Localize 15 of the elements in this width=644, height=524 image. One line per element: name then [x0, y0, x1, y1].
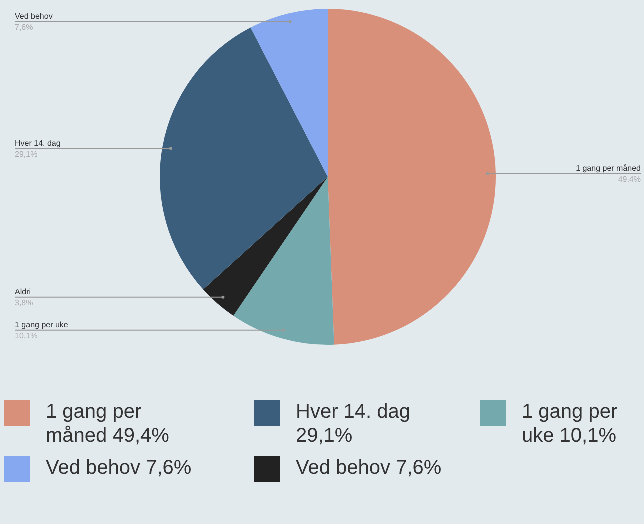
data-label: 7,6% — [15, 23, 34, 32]
data-label: 29,1% — [15, 150, 38, 159]
text: 1 gang per uke 10,1% — [522, 400, 619, 448]
slice-label: 1 gang per måned — [576, 164, 641, 174]
text: Ved behov 7,6% — [296, 456, 443, 480]
slice-label: Hver 14. dag — [15, 138, 61, 148]
slice-label: Ved behov — [15, 12, 53, 22]
slice-label: 1 gang per uke — [15, 320, 69, 330]
text: Ved behov 7,6% — [46, 456, 193, 480]
data-label: 49,4% — [618, 175, 641, 184]
text: 1 gang per måned 49,4% — [46, 400, 170, 448]
data-label: 10,1% — [15, 332, 38, 341]
text: Hver 14. dag 29,1% — [296, 400, 412, 448]
slice-label: Aldri — [15, 288, 32, 297]
data-label: 3,8% — [15, 298, 34, 308]
